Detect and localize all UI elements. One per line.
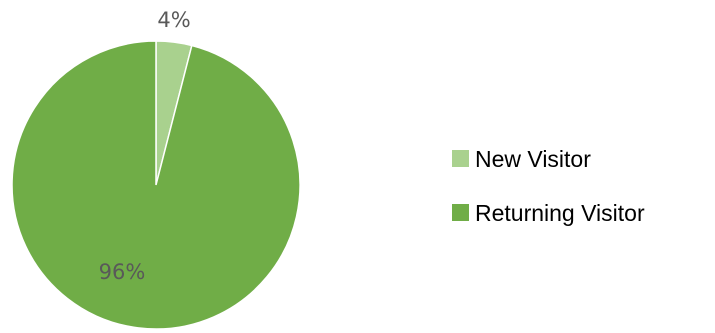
legend-swatch-new-visitor bbox=[452, 150, 469, 167]
data-label-new-visitor: 4% bbox=[157, 8, 190, 32]
legend-label-new-visitor: New Visitor bbox=[475, 146, 591, 172]
pie-slices bbox=[11, 40, 301, 330]
data-label-returning-visitor: 96% bbox=[99, 260, 146, 284]
legend-swatch-returning-visitor bbox=[452, 204, 469, 221]
legend-item-returning-visitor: Returning Visitor bbox=[452, 200, 645, 226]
legend-item-new-visitor: New Visitor bbox=[452, 146, 591, 172]
data-labels: 4% 96% bbox=[99, 8, 191, 284]
pie-slice-returning-visitor bbox=[11, 40, 301, 330]
legend: New Visitor Returning Visitor bbox=[452, 146, 645, 226]
legend-label-returning-visitor: Returning Visitor bbox=[475, 200, 645, 226]
